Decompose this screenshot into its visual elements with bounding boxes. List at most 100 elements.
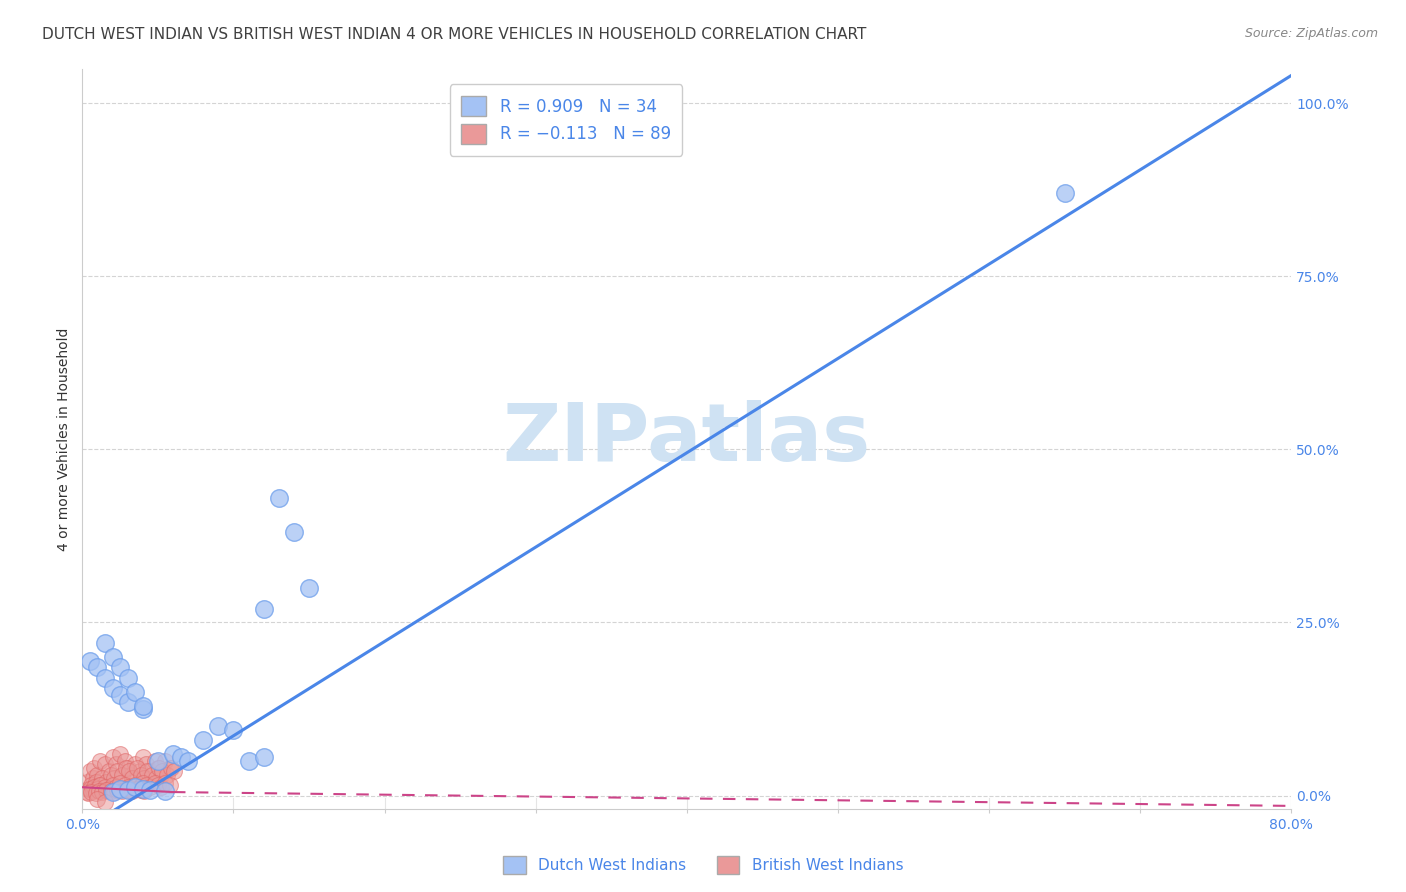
Point xyxy=(105,783,128,797)
Point xyxy=(87,778,110,792)
Point xyxy=(103,785,125,799)
Point xyxy=(94,780,117,795)
Point xyxy=(128,780,150,795)
Point xyxy=(80,785,103,799)
Point xyxy=(148,761,170,775)
Point xyxy=(139,764,162,779)
Text: ZIPatlas: ZIPatlas xyxy=(503,400,870,478)
Legend: Dutch West Indians, British West Indians: Dutch West Indians, British West Indians xyxy=(496,850,910,880)
Point xyxy=(132,750,155,764)
Point xyxy=(104,780,127,795)
Point xyxy=(207,719,229,733)
Point xyxy=(84,786,107,800)
Point xyxy=(129,783,152,797)
Point xyxy=(117,695,139,709)
Point xyxy=(149,768,172,782)
Point xyxy=(143,776,166,790)
Point xyxy=(1053,186,1076,201)
Point xyxy=(114,778,136,792)
Point xyxy=(108,781,131,796)
Point xyxy=(155,776,177,790)
Point xyxy=(193,733,215,747)
Point xyxy=(139,783,162,797)
Point xyxy=(141,768,163,782)
Point xyxy=(163,764,186,779)
Point xyxy=(110,784,132,798)
Point xyxy=(136,764,159,779)
Point xyxy=(101,650,124,665)
Point xyxy=(238,754,260,768)
Point xyxy=(94,636,117,650)
Point xyxy=(134,771,156,785)
Point xyxy=(146,761,169,775)
Point xyxy=(156,768,179,782)
Point xyxy=(128,764,150,779)
Point xyxy=(104,757,127,772)
Point xyxy=(146,754,169,768)
Point xyxy=(108,688,131,702)
Point xyxy=(110,768,132,782)
Point xyxy=(169,750,191,764)
Point xyxy=(89,754,111,768)
Point xyxy=(159,778,181,792)
Point xyxy=(91,785,114,799)
Point xyxy=(132,781,155,796)
Point xyxy=(98,764,121,779)
Point xyxy=(86,781,108,796)
Point xyxy=(82,783,104,797)
Point xyxy=(100,768,122,782)
Point xyxy=(91,771,114,785)
Point xyxy=(134,784,156,798)
Point xyxy=(117,761,139,775)
Point xyxy=(101,681,124,696)
Point xyxy=(135,778,157,792)
Point xyxy=(222,723,245,737)
Point xyxy=(149,780,172,795)
Point xyxy=(103,771,125,785)
Point xyxy=(96,774,118,789)
Point xyxy=(132,702,155,716)
Point xyxy=(108,660,131,674)
Point xyxy=(108,776,131,790)
Point xyxy=(76,785,98,799)
Point xyxy=(143,754,166,768)
Point xyxy=(177,754,200,768)
Point xyxy=(115,761,138,775)
Point xyxy=(76,774,98,789)
Point xyxy=(89,778,111,792)
Point xyxy=(79,781,101,796)
Point xyxy=(117,783,139,797)
Point xyxy=(155,754,177,768)
Point xyxy=(124,778,146,792)
Point xyxy=(80,778,103,792)
Point xyxy=(87,784,110,798)
Point xyxy=(124,684,146,698)
Point xyxy=(101,750,124,764)
Point xyxy=(121,771,143,785)
Point xyxy=(108,747,131,761)
Point xyxy=(86,660,108,674)
Point xyxy=(120,768,142,782)
Text: DUTCH WEST INDIAN VS BRITISH WEST INDIAN 4 OR MORE VEHICLES IN HOUSEHOLD CORRELA: DUTCH WEST INDIAN VS BRITISH WEST INDIAN… xyxy=(42,27,866,42)
Point xyxy=(77,781,100,796)
Point xyxy=(139,780,162,795)
Point xyxy=(84,774,107,789)
Point xyxy=(253,601,276,615)
Point xyxy=(79,653,101,667)
Point xyxy=(129,768,152,782)
Point xyxy=(160,761,183,775)
Point xyxy=(115,781,138,796)
Point xyxy=(283,525,305,540)
Point xyxy=(118,783,141,797)
Point xyxy=(117,671,139,685)
Point xyxy=(124,757,146,772)
Point xyxy=(135,757,157,772)
Point xyxy=(105,764,128,779)
Point xyxy=(155,783,177,797)
Text: Source: ZipAtlas.com: Source: ZipAtlas.com xyxy=(1244,27,1378,40)
Point xyxy=(94,796,117,810)
Point xyxy=(120,781,142,796)
Point xyxy=(98,781,121,796)
Point xyxy=(79,764,101,779)
Point xyxy=(100,784,122,798)
